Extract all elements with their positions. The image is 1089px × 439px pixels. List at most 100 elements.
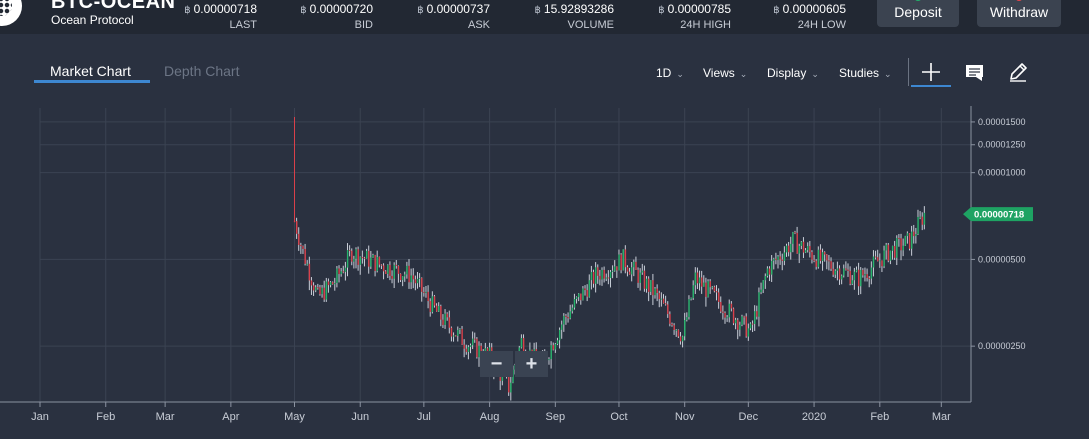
candle-body xyxy=(843,268,845,276)
candle-body xyxy=(684,319,686,337)
candle-body xyxy=(745,316,748,337)
zoom-in-button[interactable]: + xyxy=(515,351,548,377)
withdraw-button[interactable]: Withdraw xyxy=(977,0,1061,27)
stat-bid-label: BID xyxy=(354,19,373,31)
candle-body xyxy=(601,269,603,280)
candle-body xyxy=(673,325,675,331)
views-label: Views xyxy=(703,66,735,80)
candle-body xyxy=(788,245,790,253)
candle-body xyxy=(416,278,419,284)
studies-dropdown[interactable]: Studies ⌄ xyxy=(839,66,892,80)
candle-body xyxy=(298,233,300,245)
market-header: BTC-OCEAN Ocean Protocol ฿ 0.00000718 LAS… xyxy=(0,0,1089,34)
candle-body xyxy=(635,261,637,270)
candle-body xyxy=(382,265,385,272)
candle-body xyxy=(296,221,298,234)
candle-body xyxy=(696,272,699,284)
candle-body xyxy=(353,258,355,262)
candle-body xyxy=(408,265,410,283)
candle-body xyxy=(675,329,678,331)
candle-body xyxy=(380,264,383,266)
candle-body xyxy=(832,268,834,275)
chevron-down-icon: ⌄ xyxy=(739,69,748,79)
candle-body xyxy=(387,264,389,274)
x-tick-label: Mar xyxy=(156,411,175,423)
comment-icon[interactable] xyxy=(963,60,987,84)
candle-body xyxy=(370,257,372,267)
x-tick-label: Feb xyxy=(870,411,889,423)
interval-dropdown[interactable]: 1D ⌄ xyxy=(656,66,684,80)
candle-body xyxy=(639,272,641,283)
candle-body xyxy=(412,275,415,280)
candle-body xyxy=(883,250,885,267)
x-tick-label: Feb xyxy=(96,411,115,423)
btc-symbol: ฿ xyxy=(417,5,424,16)
deposit-status-dot xyxy=(914,0,922,1)
stat-ask-label: ASK xyxy=(467,19,490,31)
candle-body xyxy=(338,268,340,275)
x-tick-label: Mar xyxy=(932,411,951,423)
candle-body xyxy=(643,270,646,289)
chart-axes xyxy=(0,106,975,407)
candle-body xyxy=(397,265,400,274)
candle-body xyxy=(845,268,847,270)
candle-body xyxy=(423,291,425,293)
candle-body xyxy=(669,314,671,324)
candle-body xyxy=(554,344,557,350)
toolbar-divider xyxy=(908,58,909,86)
candle-body xyxy=(378,256,381,265)
candle-body xyxy=(595,267,597,284)
candle-body xyxy=(913,231,915,237)
interval-label: 1D xyxy=(656,66,672,80)
stat-volume-value: 15.92893286 xyxy=(543,2,614,16)
candle-body xyxy=(656,288,658,293)
deposit-button[interactable]: Deposit xyxy=(877,0,959,27)
candle-body xyxy=(813,259,815,261)
candle-body xyxy=(794,232,796,234)
candle-body xyxy=(467,346,470,352)
candle-body xyxy=(864,274,866,276)
pencil-icon[interactable] xyxy=(1006,60,1030,84)
candle-body xyxy=(425,291,427,293)
candle-body xyxy=(588,280,591,297)
candle-body xyxy=(743,316,745,318)
candle-body xyxy=(817,249,820,267)
tab-depth-chart[interactable]: Depth Chart xyxy=(164,63,240,79)
candle-body xyxy=(677,329,680,337)
candle-body xyxy=(584,288,586,291)
candle-body xyxy=(660,298,663,300)
candle-body xyxy=(385,271,387,274)
candle-body xyxy=(512,369,514,383)
chevron-down-icon: ⌄ xyxy=(884,69,892,79)
btc-symbol: ฿ xyxy=(300,5,307,16)
candle-body xyxy=(900,238,902,251)
candle-body xyxy=(571,307,574,312)
candle-body xyxy=(722,311,724,313)
candle-body xyxy=(826,254,828,261)
candle-body xyxy=(726,317,728,319)
candle-body xyxy=(450,327,453,337)
candle-body xyxy=(790,243,792,253)
candle-body xyxy=(580,293,582,301)
market-price-chart[interactable]: 0.00001500 0.00001250 0.00001000 0.00000500… xyxy=(0,100,1089,439)
candle-body xyxy=(824,252,826,255)
candlestick-series xyxy=(293,117,926,401)
candle-body xyxy=(734,319,737,324)
candle-body xyxy=(777,256,779,261)
candle-body xyxy=(463,344,465,349)
views-dropdown[interactable]: Views ⌄ xyxy=(703,66,747,80)
y-axis-labels: 0.00001500 0.00001250 0.00001000 0.00000500… xyxy=(978,117,1026,351)
candle-body xyxy=(904,236,907,246)
zoom-out-button[interactable]: − xyxy=(480,351,513,377)
candle-body xyxy=(304,248,306,264)
candle-body xyxy=(633,261,635,268)
candle-body xyxy=(896,238,898,258)
candle-body xyxy=(586,290,588,297)
candle-body xyxy=(427,291,429,302)
display-dropdown[interactable]: Display ⌄ xyxy=(767,66,819,80)
tab-market-chart[interactable]: Market Chart xyxy=(50,63,131,79)
crosshair-icon[interactable] xyxy=(919,60,943,84)
candle-body xyxy=(866,274,868,279)
candle-body xyxy=(709,281,711,288)
candle-body xyxy=(730,303,733,309)
